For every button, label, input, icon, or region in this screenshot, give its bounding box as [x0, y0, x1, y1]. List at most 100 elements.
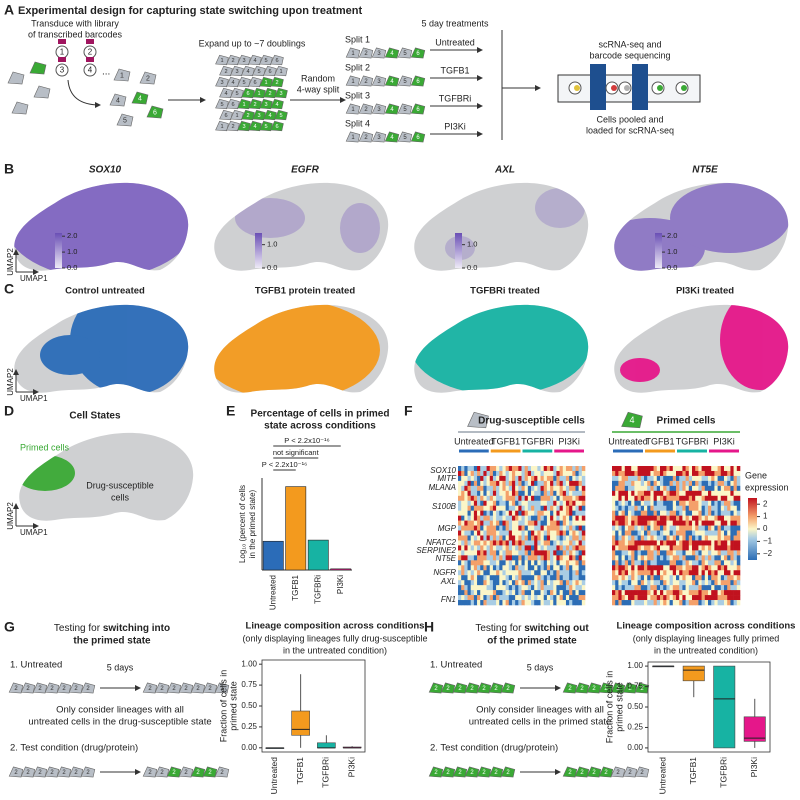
heatmap-texture — [672, 485, 677, 492]
cell-icon — [8, 682, 24, 694]
heatmap-texture — [634, 475, 638, 482]
heatmap-texture — [711, 600, 715, 606]
heatmap-texture — [581, 545, 586, 551]
cell-icon — [230, 109, 244, 121]
heatmap-texture — [499, 515, 503, 521]
heatmap-texture — [581, 490, 586, 497]
barcode-label: 3 — [220, 80, 223, 86]
heatmap-texture — [515, 510, 519, 516]
heatmap-texture — [634, 550, 638, 556]
heatmap-texture — [666, 515, 670, 521]
heatmap-texture — [477, 590, 481, 596]
heatmap-texture — [461, 515, 465, 521]
heatmap-texture — [733, 500, 738, 507]
heatmap-texture — [695, 510, 699, 516]
heatmap-texture — [640, 500, 645, 507]
heatmap-texture — [640, 580, 645, 586]
heatmap-texture — [515, 560, 519, 566]
heatmap-texture — [562, 525, 567, 531]
heatmap-texture — [537, 485, 541, 492]
cell-icon — [215, 54, 229, 66]
heatmap-texture — [666, 520, 670, 526]
heatmap-texture — [736, 575, 741, 581]
heatmap-texture — [473, 535, 478, 541]
heatmap-texture — [688, 510, 693, 516]
heatmap-texture — [631, 505, 635, 511]
heatmap-texture — [695, 485, 699, 492]
heatmap-texture — [467, 515, 471, 521]
heatmap-texture — [505, 570, 510, 576]
heatmap-texture — [511, 500, 516, 507]
heatmap-texture — [672, 500, 677, 507]
heatmap-texture — [562, 480, 567, 487]
heatmap-texture — [489, 545, 494, 551]
heatmap-texture — [569, 495, 573, 502]
heatmap-texture — [736, 580, 741, 586]
heatmap-texture — [489, 555, 494, 561]
umap-overlay — [214, 304, 380, 393]
heatmap-texture — [534, 530, 538, 536]
heatmap-texture — [621, 540, 626, 546]
heatmap-texture — [515, 570, 519, 576]
heatmap-texture — [618, 580, 622, 586]
heatmap-texture — [559, 470, 564, 477]
umap-overlay — [14, 182, 189, 271]
heatmap-texture — [496, 545, 500, 551]
heatmap-texture — [676, 560, 680, 566]
heatmap-texture — [565, 485, 570, 492]
barcode-label: 2 — [494, 686, 497, 692]
heatmap-texture — [473, 595, 478, 601]
heatmap-texture — [480, 600, 484, 606]
heatmap-texture — [575, 520, 579, 526]
heatmap-texture — [461, 530, 465, 536]
heatmap-texture — [701, 485, 706, 492]
heatmap-texture — [727, 530, 731, 536]
bead — [574, 85, 580, 91]
heatmap-texture — [553, 466, 557, 472]
heatmap-texture — [553, 470, 557, 477]
heatmap-texture — [527, 525, 532, 531]
barcode-label: 2 — [208, 686, 211, 692]
heatmap-texture — [679, 520, 683, 526]
heatmap-texture — [559, 530, 564, 536]
heatmap-texture — [540, 595, 545, 601]
heatmap-texture — [631, 540, 635, 546]
barcode-label: 4 — [390, 51, 394, 57]
heatmap-texture — [553, 485, 557, 492]
heatmap-texture — [711, 545, 715, 551]
heatmap-texture — [553, 510, 557, 516]
heatmap-texture — [473, 585, 478, 591]
heatmap-texture — [483, 595, 487, 601]
heatmap-texture — [724, 525, 728, 531]
heatmap-texture — [464, 545, 468, 551]
heatmap-texture — [477, 515, 481, 521]
heatmap-texture — [647, 570, 651, 576]
cell-icon — [476, 682, 492, 694]
heatmap-texture — [473, 520, 478, 526]
heatmap-texture — [711, 555, 715, 561]
heatmap-texture — [695, 480, 699, 487]
cell-icon — [237, 120, 251, 132]
heatmap-texture — [676, 500, 680, 507]
barcode-label: 2 — [50, 770, 53, 776]
heatmap-texture — [714, 570, 718, 576]
heatmap-texture — [521, 510, 525, 516]
heatmap-texture — [698, 555, 702, 561]
heatmap-texture — [527, 600, 532, 606]
barcode-circle — [83, 63, 97, 77]
heatmap-texture — [637, 555, 642, 561]
heatmap-texture — [546, 545, 551, 551]
heatmap-texture — [692, 505, 696, 511]
heatmap-texture — [578, 485, 583, 492]
heatmap-texture — [578, 495, 583, 502]
heatmap-texture — [640, 570, 645, 576]
heatmap-texture — [615, 480, 619, 487]
heatmap-texture — [669, 495, 674, 502]
heatmap-texture — [499, 590, 503, 596]
heatmap-texture — [724, 485, 728, 492]
heatmap-texture — [612, 470, 616, 477]
heatmap-texture — [631, 585, 635, 591]
heatmap-texture — [698, 570, 702, 576]
heatmap-texture — [546, 466, 551, 472]
heatmap-texture — [730, 540, 734, 546]
